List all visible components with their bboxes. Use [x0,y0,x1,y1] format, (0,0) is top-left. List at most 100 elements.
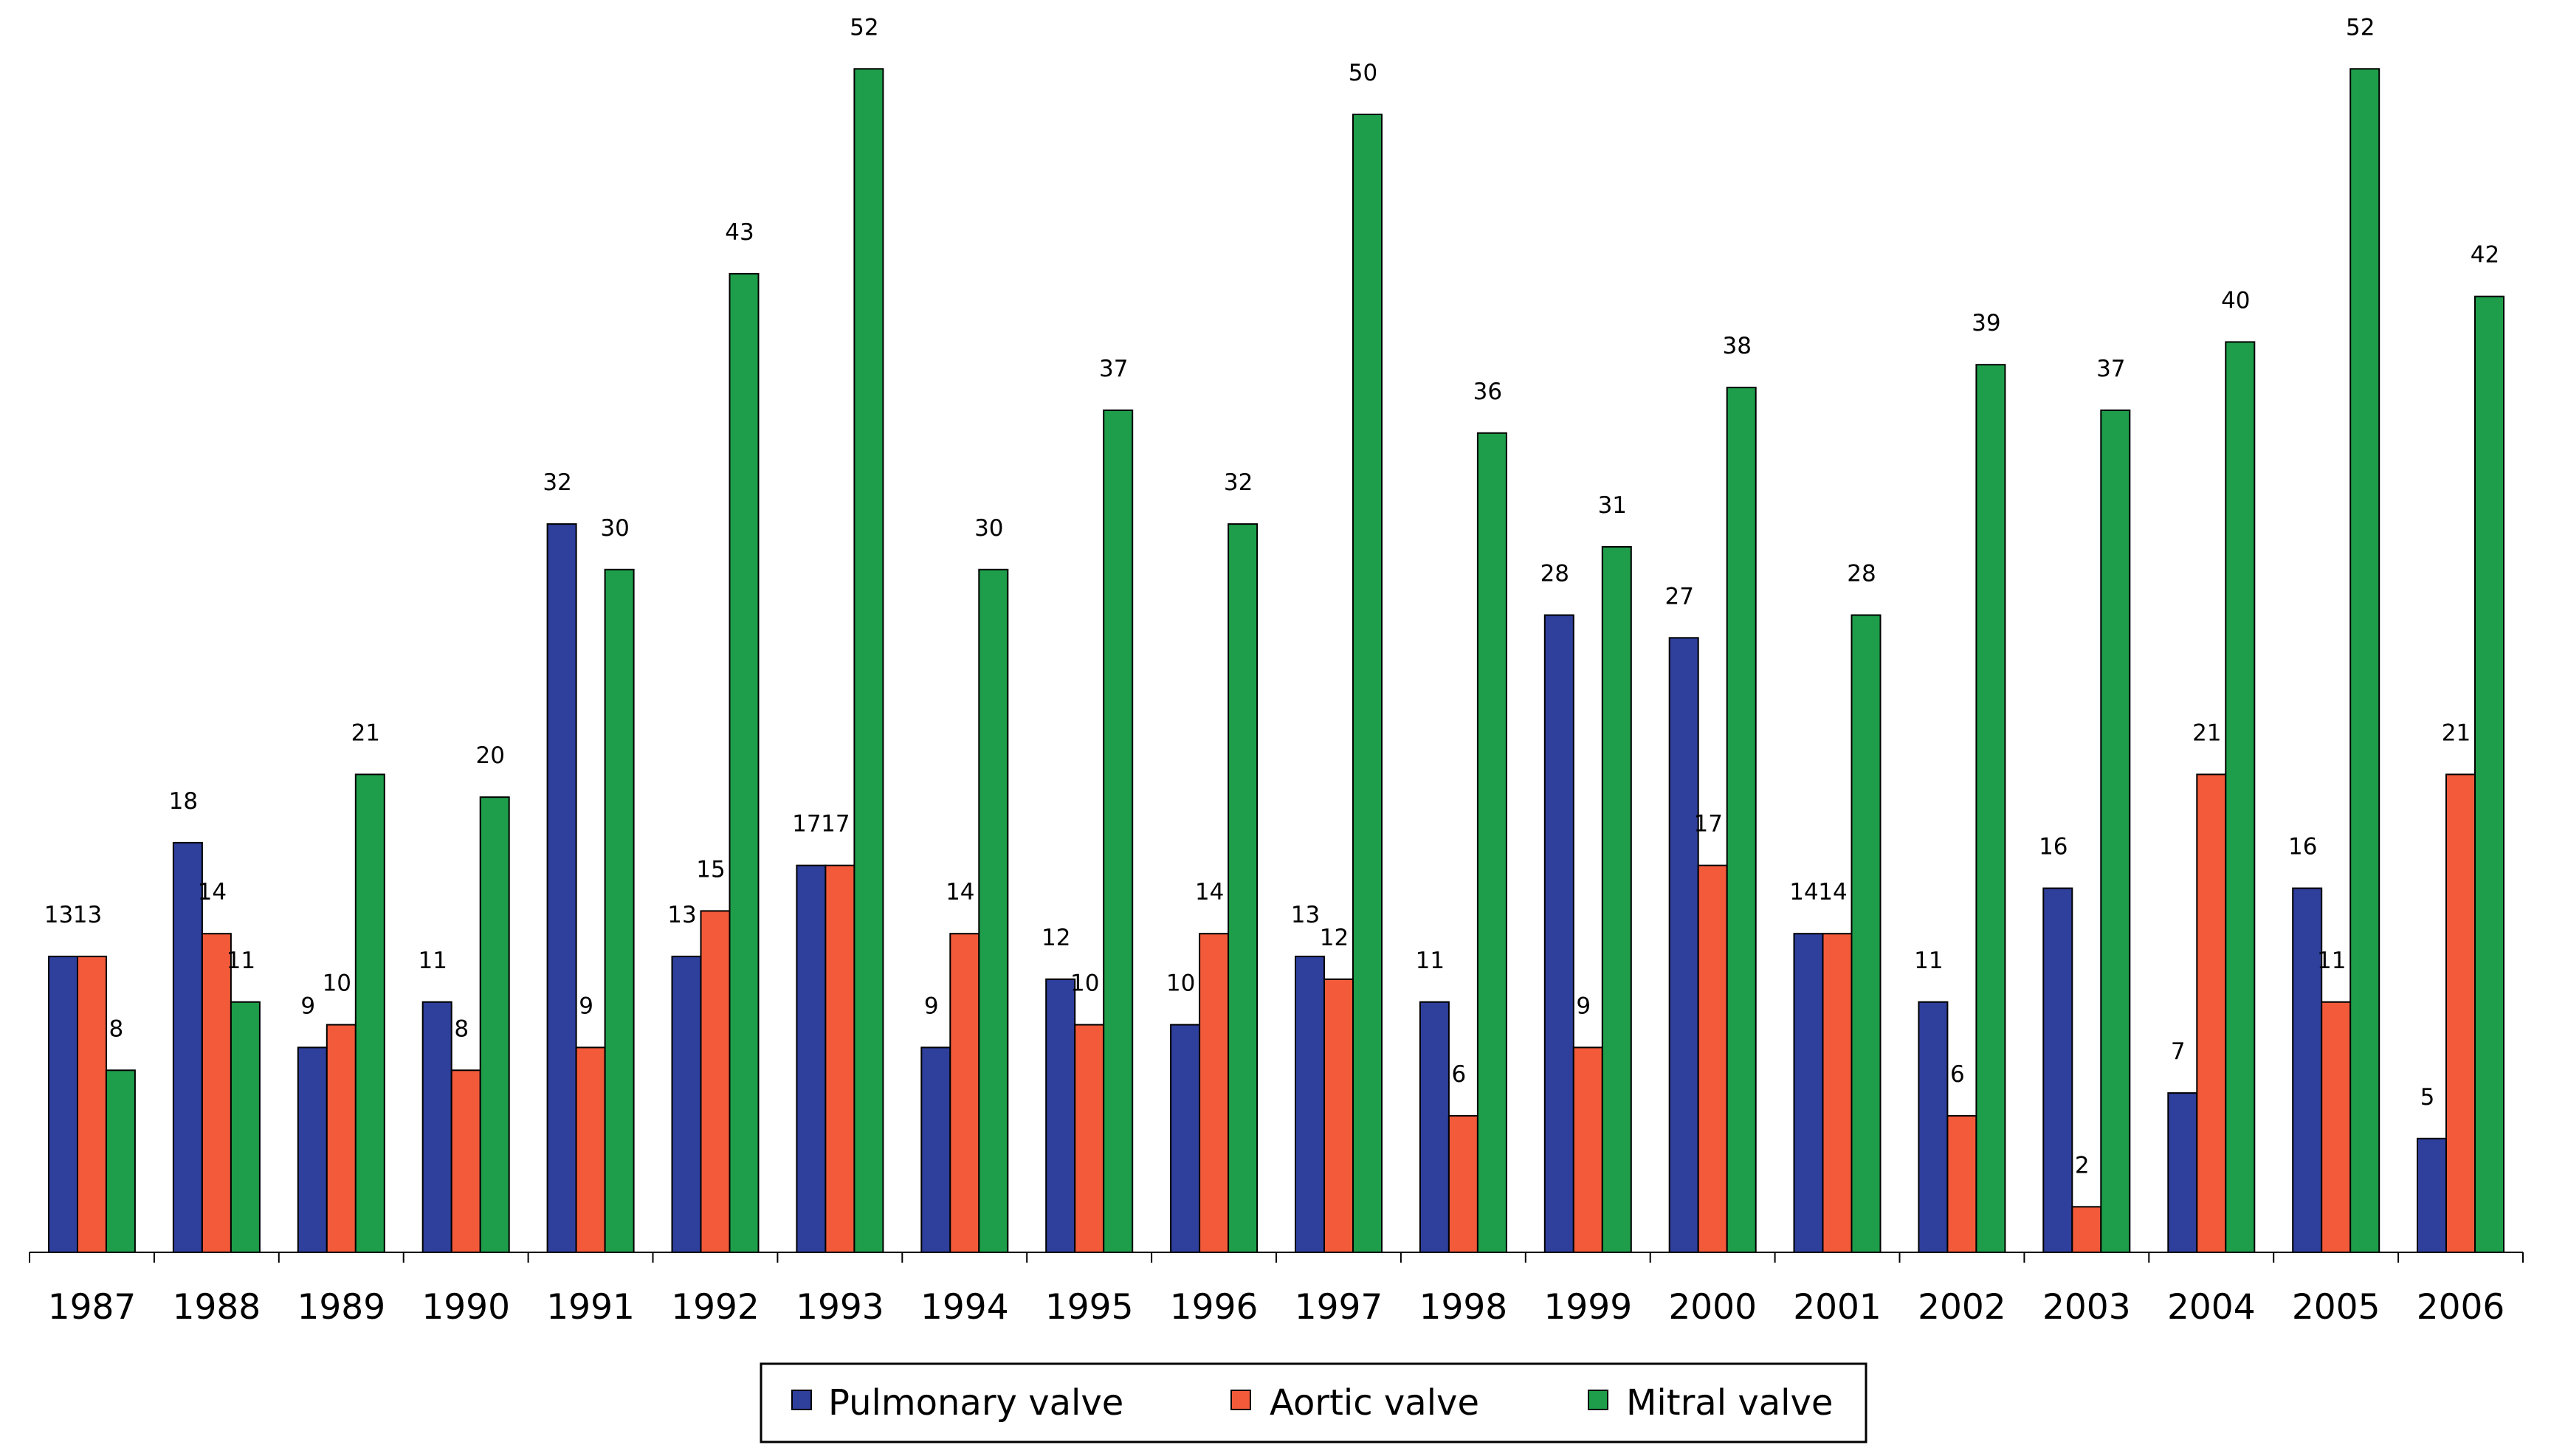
data-label-mitral-valve-1998: 36 [1473,379,1502,405]
bar-mitral-valve-2006 [2474,295,2504,1254]
bar-aortic-valve-2006 [2445,773,2476,1253]
data-label-mitral-valve-1996: 32 [1224,469,1253,496]
data-label-pulmonary-valve-1987: 13 [44,902,73,928]
x-tick-label-1996: 1996 [1170,1287,1259,1328]
data-label-pulmonary-valve-1990: 11 [418,948,447,974]
bar-aortic-valve-1996 [1199,933,1230,1253]
data-label-aortic-valve-1990: 8 [454,1015,469,1042]
data-label-pulmonary-valve-1989: 9 [300,993,315,1019]
data-label-pulmonary-valve-2006: 5 [2420,1084,2435,1111]
legend-swatch-pulmonary-valve [791,1390,812,1410]
bar-aortic-valve-1988 [201,933,232,1253]
bar-pulmonary-valve-1994 [920,1046,951,1254]
data-label-aortic-valve-1995: 10 [1070,970,1099,997]
bar-aortic-valve-1989 [326,1024,357,1253]
data-label-pulmonary-valve-2004: 7 [2171,1038,2186,1065]
data-label-mitral-valve-2000: 38 [1722,333,1751,359]
x-tick-label-1988: 1988 [173,1287,261,1328]
x-tick-label-2001: 2001 [1793,1287,1882,1328]
bar-aortic-valve-1987 [77,956,107,1253]
bar-aortic-valve-1993 [824,864,856,1253]
data-label-pulmonary-valve-1993: 17 [792,811,821,838]
bars-layer [48,68,2504,1254]
bar-mitral-valve-1998 [1476,432,1507,1253]
bar-pulmonary-valve-1997 [1295,956,1325,1253]
bar-aortic-valve-1992 [700,910,731,1254]
bar-aortic-valve-1998 [1447,1115,1478,1253]
bar-aortic-valve-2004 [2196,773,2227,1253]
bar-pulmonary-valve-1988 [172,841,203,1253]
data-label-pulmonary-valve-1988: 18 [169,788,198,815]
bar-pulmonary-valve-1992 [671,956,702,1253]
bar-mitral-valve-2004 [2225,341,2256,1253]
bar-aortic-valve-2001 [1822,933,1853,1253]
data-label-pulmonary-valve-2005: 16 [2288,834,2317,860]
bar-pulmonary-valve-2002 [1918,1001,1949,1254]
bar-aortic-valve-2003 [2071,1206,2102,1254]
x-tick-labels: 1987 1988 1989 1990 1991 1992 1993 1994 1995 1996… [48,1287,2505,1328]
bar-aortic-valve-1994 [949,933,980,1253]
bar-mitral-valve-1995 [1103,409,1134,1253]
bar-aortic-valve-1997 [1323,978,1354,1254]
bar-mitral-valve-1987 [105,1069,136,1254]
bar-mitral-valve-2003 [2100,409,2131,1253]
data-label-pulmonary-valve-2001: 14 [1789,879,1818,905]
bar-pulmonary-valve-1996 [1170,1024,1201,1253]
x-tick-label-2006: 2006 [2417,1287,2505,1328]
data-label-aortic-valve-1997: 12 [1320,925,1349,951]
data-label-pulmonary-valve-2002: 11 [1914,948,1943,974]
bar-mitral-valve-1992 [729,272,760,1253]
data-label-pulmonary-valve-1997: 13 [1291,902,1320,928]
data-label-mitral-valve-2002: 39 [1972,310,2000,337]
bar-pulmonary-valve-2001 [1793,933,1824,1253]
data-label-mitral-valve-2006: 42 [2471,242,2499,269]
bar-pulmonary-valve-1989 [297,1046,328,1254]
bar-pulmonary-valve-2006 [2417,1137,2447,1254]
data-label-aortic-valve-2004: 21 [2192,720,2221,746]
data-label-mitral-valve-2001: 28 [1847,561,1876,587]
x-tick-label-2000: 2000 [1668,1287,1757,1328]
data-label-aortic-valve-1993: 17 [821,811,850,838]
data-label-aortic-valve-1999: 9 [1576,993,1591,1019]
x-tick-label-1999: 1999 [1543,1287,1632,1328]
legend: Pulmonary valve Aortic valve Mitral valv… [760,1362,1867,1443]
bar-mitral-valve-1989 [354,773,385,1253]
data-label-mitral-valve-1993: 52 [850,14,878,41]
data-label-pulmonary-valve-1995: 12 [1042,925,1070,951]
bar-mitral-valve-2001 [1851,614,1882,1253]
data-label-aortic-valve-2002: 6 [1950,1061,1965,1088]
bar-pulmonary-valve-1998 [1419,1001,1450,1254]
bar-aortic-valve-2002 [1946,1115,1977,1253]
bar-mitral-valve-1996 [1228,523,1259,1253]
bar-mitral-valve-1993 [853,68,884,1253]
x-tick-label-2003: 2003 [2042,1287,2131,1328]
legend-box [760,1362,1867,1443]
bar-pulmonary-valve-1990 [421,1001,452,1254]
x-tick-label-1997: 1997 [1295,1287,1383,1328]
bar-aortic-valve-1991 [575,1046,606,1254]
legend-label-pulmonary-valve: Pulmonary valve [828,1382,1123,1424]
data-label-aortic-valve-2001: 14 [1818,879,1847,905]
data-label-aortic-valve-1996: 14 [1195,879,1224,905]
data-label-aortic-valve-1987: 13 [73,902,102,928]
bar-mitral-valve-1991 [604,568,635,1253]
data-label-mitral-valve-1987: 8 [109,1015,124,1042]
x-tick-label-1995: 1995 [1045,1287,1134,1328]
bar-pulmonary-valve-2003 [2042,887,2073,1253]
data-label-aortic-valve-2000: 17 [1693,811,1722,838]
data-label-mitral-valve-1990: 20 [475,742,504,769]
data-label-aortic-valve-1988: 14 [198,879,227,905]
data-label-mitral-valve-2005: 52 [2346,14,2375,41]
bar-aortic-valve-1999 [1572,1046,1603,1254]
bar-mitral-valve-1999 [1601,546,1632,1253]
bar-pulmonary-valve-1991 [546,523,577,1253]
data-label-mitral-valve-1999: 31 [1598,492,1627,519]
data-label-aortic-valve-1994: 14 [946,879,974,905]
bar-mitral-valve-1994 [978,568,1009,1253]
bar-mitral-valve-2000 [1726,387,1757,1253]
data-label-pulmonary-valve-2003: 16 [2039,834,2068,860]
x-tick-label-1991: 1991 [546,1287,635,1328]
data-label-pulmonary-valve-1992: 13 [667,902,696,928]
